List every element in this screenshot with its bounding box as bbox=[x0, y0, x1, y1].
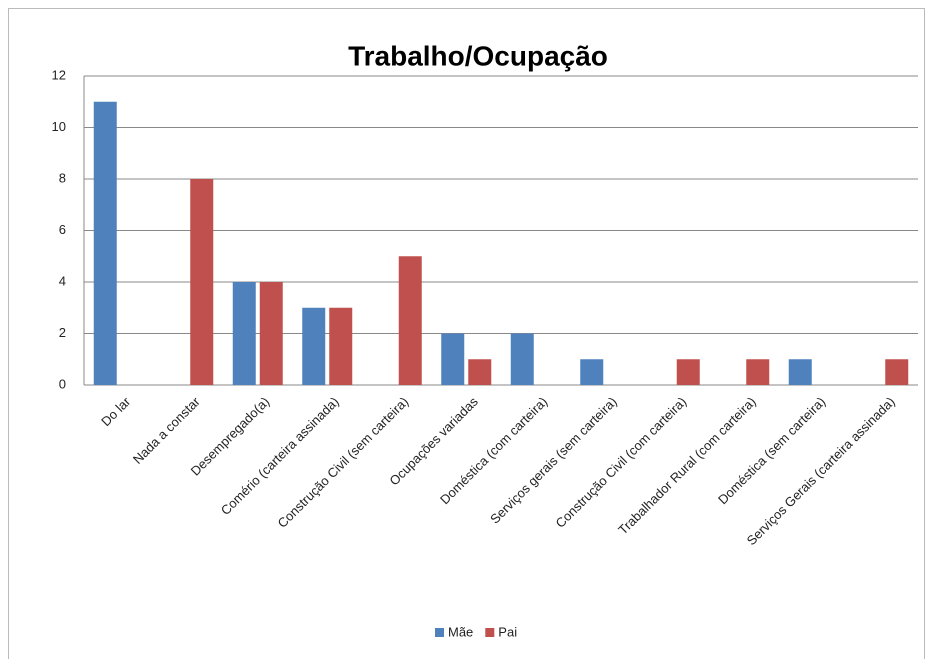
bar bbox=[468, 359, 492, 385]
bar bbox=[398, 256, 422, 385]
bar bbox=[93, 101, 117, 385]
bar bbox=[510, 333, 534, 385]
y-tick-label: 4 bbox=[59, 273, 66, 288]
bar bbox=[746, 359, 770, 385]
bar bbox=[788, 359, 812, 385]
bar bbox=[232, 282, 256, 385]
legend-label: Pai bbox=[498, 624, 517, 639]
legend-label: Mãe bbox=[448, 624, 473, 639]
y-tick-label: 2 bbox=[59, 325, 66, 340]
bar bbox=[441, 333, 465, 385]
y-tick-label: 8 bbox=[59, 170, 66, 185]
chart-title: Trabalho/Ocupação bbox=[348, 40, 608, 71]
bar bbox=[329, 307, 353, 385]
y-tick-label: 12 bbox=[52, 67, 66, 82]
y-tick-label: 0 bbox=[59, 376, 66, 391]
bar bbox=[190, 179, 214, 385]
y-tick-label: 6 bbox=[59, 222, 66, 237]
bar bbox=[580, 359, 604, 385]
bar bbox=[676, 359, 700, 385]
bar bbox=[885, 359, 909, 385]
bar bbox=[259, 282, 283, 385]
bar bbox=[302, 307, 326, 385]
legend-swatch bbox=[435, 628, 444, 637]
y-tick-label: 10 bbox=[52, 119, 66, 134]
legend-swatch bbox=[485, 628, 495, 637]
